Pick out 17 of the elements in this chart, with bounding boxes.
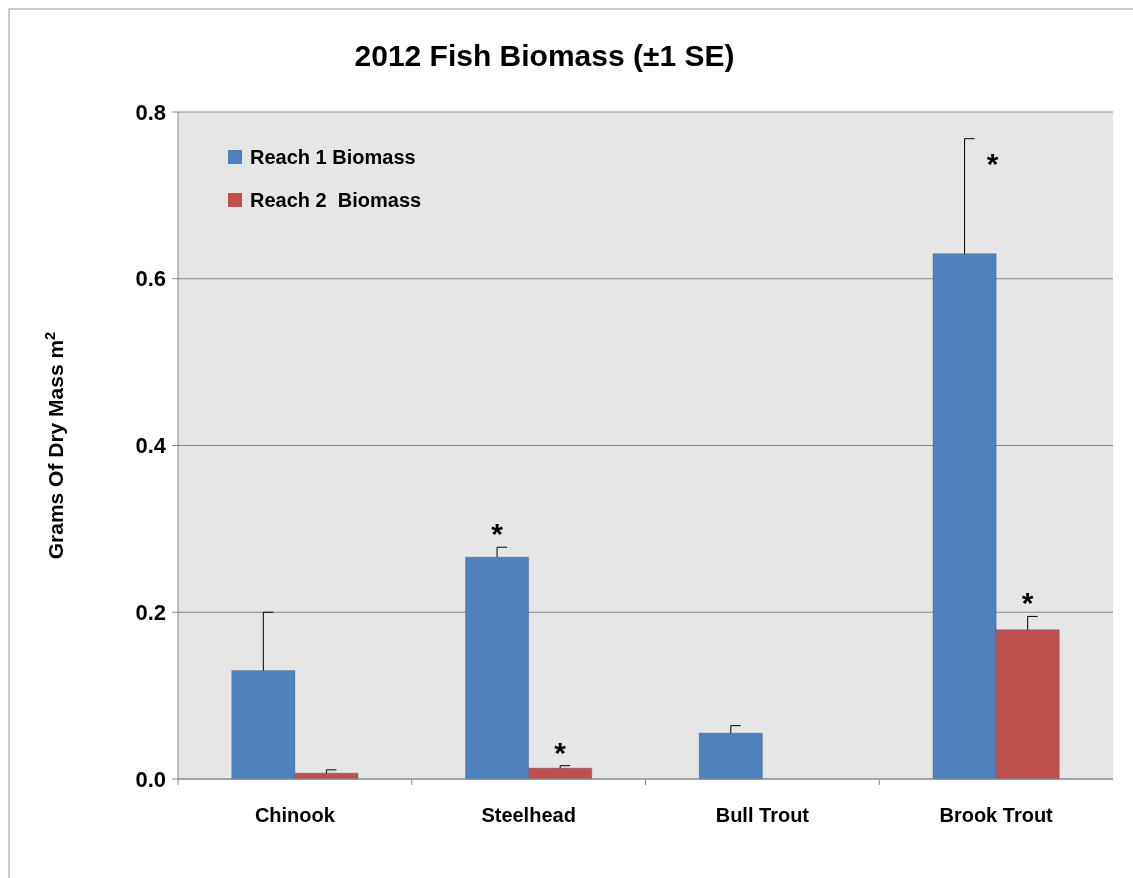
x-tick-label: Chinook (254, 804, 336, 826)
legend-label: Reach 1 Biomass (250, 146, 416, 168)
y-tick-label: 0.2 (135, 599, 166, 625)
annotation: * (491, 517, 504, 551)
annotation: * (986, 147, 999, 180)
x-tick-label: Bull Trout (715, 804, 810, 826)
annotation: * (554, 735, 567, 769)
x-tick-label: Brook Trout (939, 804, 1054, 826)
y-tick-label: 0.0 (135, 766, 166, 792)
annotation: * (1021, 586, 1034, 620)
y-tick-label: 0.6 (135, 266, 166, 292)
legend-label: Reach 2 Biomass (250, 189, 422, 211)
x-tick-label: Steelhead (481, 804, 576, 826)
bar (698, 732, 763, 780)
chart-title: 2012 Fish Biomass (±1 SE) (354, 39, 735, 72)
y-tick-label: 0.8 (135, 99, 166, 125)
y-tick-label: 0.4 (135, 433, 167, 459)
